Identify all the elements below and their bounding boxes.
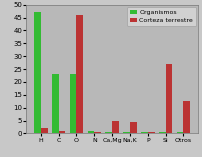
Bar — [34, 12, 41, 133]
Bar — [177, 132, 183, 133]
Legend: Organismos, Corteza terrestre: Organismos, Corteza terrestre — [127, 7, 196, 26]
Bar — [130, 122, 137, 133]
Bar — [112, 121, 119, 133]
Bar — [166, 64, 172, 133]
Bar — [141, 132, 148, 133]
Bar — [41, 128, 48, 133]
Bar — [59, 131, 65, 133]
Bar — [70, 74, 77, 133]
Bar — [52, 74, 59, 133]
Bar — [94, 132, 101, 133]
Bar — [123, 132, 130, 133]
Bar — [159, 132, 166, 133]
Bar — [148, 132, 155, 133]
Bar — [105, 132, 112, 133]
Bar — [77, 15, 83, 133]
Bar — [87, 131, 94, 133]
Bar — [183, 101, 190, 133]
